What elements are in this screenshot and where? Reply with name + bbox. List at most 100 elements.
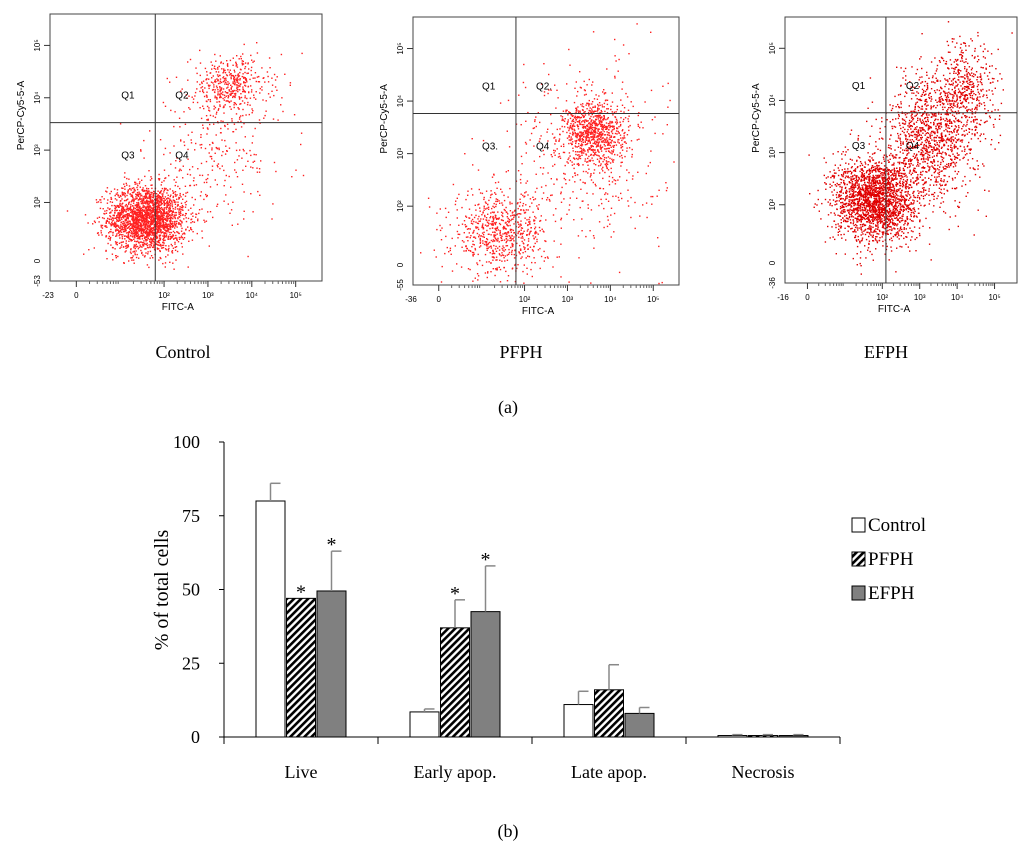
data-point: [195, 142, 197, 145]
data-point: [638, 138, 640, 140]
data-point: [596, 141, 598, 144]
data-point: [136, 245, 139, 248]
data-point: [590, 136, 592, 138]
data-point: [523, 63, 525, 66]
data-point: [538, 140, 541, 142]
data-point: [616, 105, 619, 107]
data-point: [608, 134, 611, 136]
data-point: [152, 231, 154, 233]
data-point: [183, 237, 186, 239]
data-point: [184, 214, 186, 217]
data-point: [161, 231, 163, 233]
data-point: [217, 79, 219, 81]
data-point: [249, 104, 251, 106]
data-point: [510, 236, 512, 239]
data-point: [187, 226, 189, 228]
data-point: [474, 249, 477, 251]
data-point: [487, 271, 489, 273]
data-point: [127, 231, 129, 234]
data-point: [252, 211, 254, 213]
data-point: [120, 208, 123, 211]
data-point: [610, 146, 612, 148]
data-point: [169, 235, 171, 238]
data-point: [134, 217, 137, 219]
data-point: [125, 240, 127, 242]
data-point: [240, 55, 242, 58]
data-point: [579, 119, 581, 122]
data-point: [152, 218, 155, 220]
data-point: [214, 179, 216, 181]
data-point: [170, 217, 173, 219]
data-point: [595, 140, 597, 142]
data-point: [626, 169, 628, 171]
data-point: [597, 144, 599, 147]
data-point: [614, 121, 617, 123]
data-point: [616, 127, 619, 130]
data-point: [495, 217, 497, 219]
data-point: [484, 253, 487, 256]
data-point: [153, 229, 156, 231]
data-point: [565, 183, 567, 185]
data-point: [610, 236, 612, 238]
data-point: [155, 235, 157, 237]
data-point: [242, 148, 244, 151]
data-point: [555, 139, 557, 141]
data-point: [472, 164, 474, 166]
data-point: [520, 249, 522, 251]
data-point: [189, 168, 191, 171]
data-point: [187, 134, 190, 136]
data-point: [148, 215, 151, 218]
data-point: [146, 224, 148, 226]
data-point: [140, 149, 142, 151]
data-point: [614, 55, 616, 57]
data-point: [598, 204, 600, 207]
data-point: [121, 210, 124, 212]
data-point: [467, 190, 469, 192]
data-point: [139, 225, 142, 228]
data-point: [538, 204, 540, 206]
data-point: [255, 91, 257, 93]
data-point: [492, 224, 494, 226]
data-point: [150, 231, 152, 233]
data-point: [105, 212, 108, 214]
data-point: [472, 240, 474, 242]
data-point: [155, 213, 157, 215]
data-point: [249, 149, 251, 152]
data-point: [109, 201, 112, 203]
data-point: [598, 123, 601, 125]
data-point: [159, 249, 161, 252]
data-point: [601, 106, 604, 108]
data-point: [591, 127, 594, 129]
data-point: [620, 110, 622, 112]
data-point: [97, 201, 100, 203]
data-point: [116, 204, 118, 207]
data-point: [196, 232, 198, 235]
data-point: [201, 86, 204, 88]
data-point: [120, 231, 123, 233]
data-point: [150, 184, 152, 186]
data-point: [589, 127, 591, 129]
data-point: [139, 238, 141, 240]
data-point: [615, 118, 618, 121]
data-point: [483, 209, 485, 211]
data-point: [141, 216, 143, 219]
data-point: [496, 187, 498, 189]
data-point: [166, 225, 168, 227]
data-point: [111, 204, 113, 207]
data-point: [566, 123, 569, 125]
data-point: [579, 123, 581, 126]
data-point: [134, 240, 136, 242]
data-point: [566, 161, 568, 163]
data-point: [501, 214, 503, 216]
data-point: [166, 227, 168, 229]
data-point: [149, 201, 152, 204]
data-point: [140, 232, 142, 234]
data-point: [521, 227, 524, 229]
data-point: [585, 143, 588, 146]
data-point: [600, 125, 602, 127]
data-point: [562, 130, 564, 133]
data-point: [627, 118, 629, 120]
data-point: [614, 77, 616, 79]
data-point: [498, 200, 500, 202]
data-point: [219, 74, 221, 77]
